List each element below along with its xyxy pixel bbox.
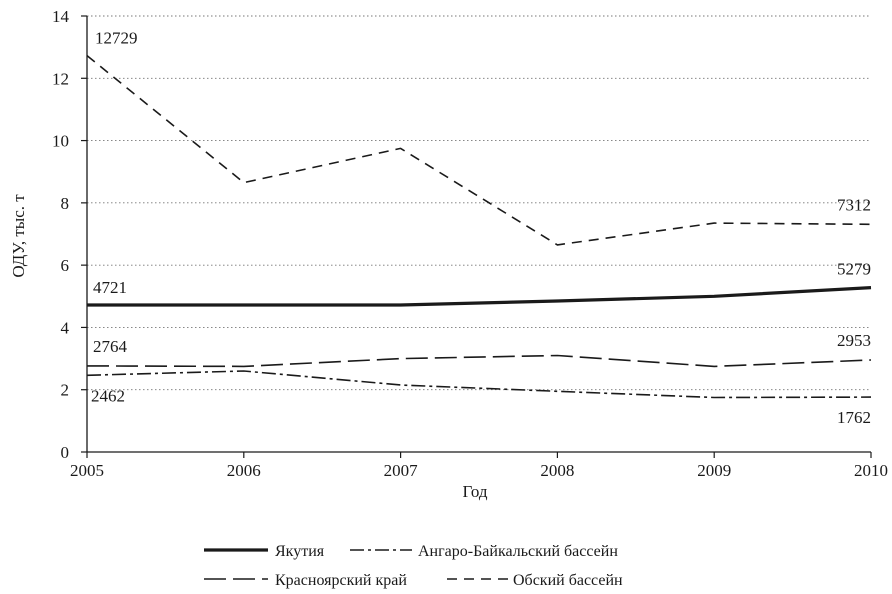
series-lines (86, 54, 872, 399)
y-tick-label: 12 (52, 69, 69, 88)
y-tick-label: 2 (61, 381, 70, 400)
legend-item-angaro-baikal: Ангаро-Байкальский бассейн (350, 543, 618, 560)
legend-item-krasnoyarsk: Красноярский край (204, 572, 407, 589)
data-label: 5279 (837, 260, 871, 279)
x-tick-label: 2009 (697, 461, 731, 480)
y-tick-labels: 0 2 4 6 8 10 12 14 (52, 7, 87, 462)
legend-label-ob: Обский бассейн (513, 572, 623, 589)
data-label: 4721 (93, 278, 127, 297)
x-axis-title: Год (463, 482, 488, 501)
series-line-yakutia (87, 286, 872, 307)
data-label: 1762 (837, 408, 871, 427)
y-tick-label: 14 (52, 7, 70, 26)
y-axis-title: ОДУ, тыс. т (9, 194, 28, 278)
data-label: 7312 (837, 195, 871, 214)
legend-item-yakutia: Якутия (204, 543, 325, 560)
series-line-angaro-baikal (86, 370, 872, 399)
x-tick-label: 2005 (70, 461, 104, 480)
y-tick-label: 10 (52, 132, 69, 151)
series-line-ob (86, 54, 872, 246)
x-tick-label: 2008 (540, 461, 574, 480)
series-line-krasnoyarsk (86, 354, 872, 368)
y-tick-label: 8 (61, 194, 70, 213)
legend-item-ob: Обский бассейн (447, 572, 623, 589)
data-label: 2953 (837, 331, 871, 350)
data-labels: 12729 7312 4721 5279 2764 2953 2462 1762 (91, 29, 871, 428)
legend-label-krasnoyarsk: Красноярский край (275, 572, 407, 589)
legend-label-angaro-baikal: Ангаро-Байкальский бассейн (418, 543, 618, 560)
y-tick-label: 6 (61, 256, 70, 275)
x-tick-labels: 2005 2006 2007 2008 2009 2010 (70, 452, 888, 480)
y-tick-label: 0 (61, 443, 70, 462)
y-tick-label: 4 (61, 318, 70, 337)
data-label: 2462 (91, 386, 125, 405)
x-tick-label: 2010 (854, 461, 888, 480)
x-tick-label: 2006 (227, 461, 261, 480)
data-label: 12729 (95, 29, 138, 48)
data-label: 2764 (93, 337, 128, 356)
legend: Якутия Ангаро-Байкальский бассейн Красно… (204, 543, 623, 589)
grid-lines (87, 15, 871, 391)
axes (86, 16, 871, 453)
x-tick-label: 2007 (384, 461, 419, 480)
legend-label-yakutia: Якутия (275, 543, 325, 560)
